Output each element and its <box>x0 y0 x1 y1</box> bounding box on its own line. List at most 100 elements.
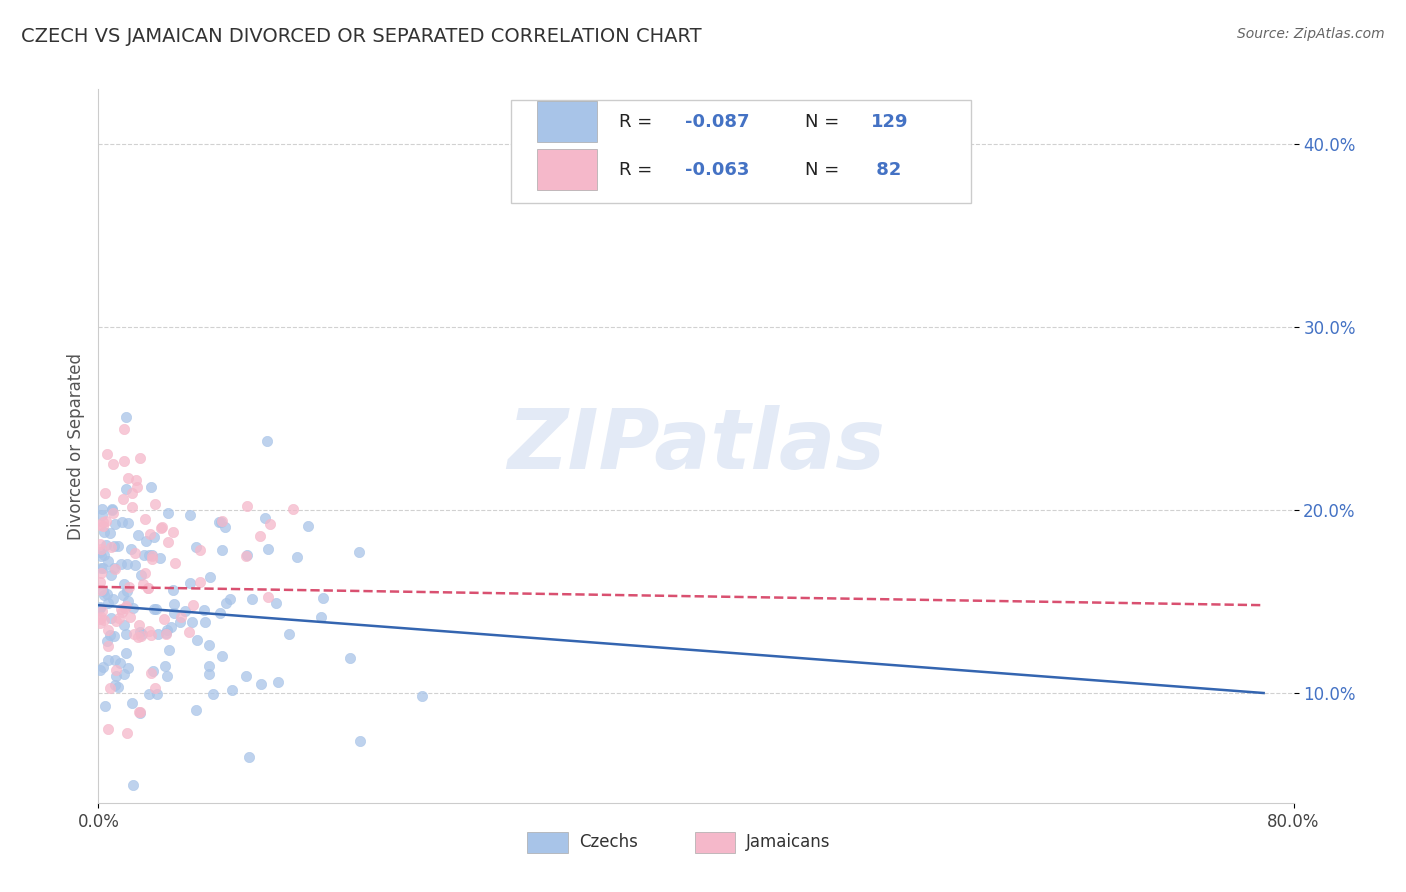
Text: R =: R = <box>620 161 658 179</box>
Point <box>193 602 215 616</box>
FancyBboxPatch shape <box>695 832 735 854</box>
Point <box>111 605 134 619</box>
Point <box>235 549 257 564</box>
Point <box>110 557 132 571</box>
Point <box>235 669 257 683</box>
Point <box>129 706 152 720</box>
Point <box>138 548 160 562</box>
Point <box>163 598 186 612</box>
Point <box>103 592 125 607</box>
Point <box>107 680 129 694</box>
Text: Jamaicans: Jamaicans <box>747 833 831 851</box>
Point <box>104 562 127 576</box>
Point <box>138 581 160 595</box>
Point <box>349 734 371 748</box>
Point <box>267 675 290 690</box>
Point <box>91 583 114 598</box>
Point <box>94 538 117 552</box>
Point <box>104 516 127 531</box>
Point <box>115 627 138 641</box>
Point <box>93 589 115 603</box>
Y-axis label: Divorced or Separated: Divorced or Separated <box>66 352 84 540</box>
Point <box>155 659 177 673</box>
Point <box>121 486 143 500</box>
FancyBboxPatch shape <box>510 100 972 203</box>
Point <box>98 526 121 541</box>
Point <box>155 626 177 640</box>
Point <box>173 604 195 618</box>
Point <box>98 681 121 695</box>
Point <box>112 422 135 436</box>
Point <box>169 615 191 630</box>
Point <box>115 557 138 571</box>
Point <box>143 602 166 616</box>
Point <box>266 595 288 609</box>
Point <box>117 594 139 608</box>
Point <box>181 598 204 612</box>
Point <box>214 519 236 533</box>
Point <box>115 725 138 739</box>
Point <box>285 550 308 565</box>
Point <box>141 480 163 494</box>
Point <box>197 666 219 681</box>
Point <box>89 663 111 677</box>
Point <box>163 607 186 621</box>
FancyBboxPatch shape <box>527 832 568 854</box>
Point <box>150 520 173 534</box>
Point <box>156 624 179 638</box>
Point <box>136 582 159 596</box>
Point <box>211 649 233 664</box>
Point <box>129 629 152 643</box>
Point <box>208 606 231 620</box>
Point <box>117 580 139 594</box>
Point <box>132 577 155 591</box>
Point <box>208 515 231 529</box>
Point <box>112 454 135 468</box>
Point <box>120 610 142 624</box>
Point <box>240 591 263 606</box>
Point <box>127 527 149 541</box>
Point <box>155 627 177 641</box>
Point <box>131 627 153 641</box>
Point <box>97 652 120 666</box>
Point <box>121 500 143 515</box>
Point <box>105 614 128 628</box>
Point <box>138 687 160 701</box>
Point <box>129 705 152 719</box>
Point <box>281 502 304 516</box>
Point <box>121 696 143 710</box>
FancyBboxPatch shape <box>537 101 596 142</box>
Point <box>93 524 115 539</box>
Point <box>219 592 242 607</box>
Point <box>93 660 115 674</box>
Point <box>157 534 180 549</box>
Point <box>125 473 148 487</box>
Point <box>157 506 180 520</box>
Point <box>254 511 277 525</box>
Point <box>186 633 208 648</box>
Point <box>127 630 149 644</box>
Point <box>93 548 115 562</box>
Text: 82: 82 <box>870 161 901 179</box>
Point <box>117 471 139 485</box>
Point <box>146 627 169 641</box>
Point <box>101 502 124 516</box>
Point <box>89 575 111 590</box>
Point <box>221 682 243 697</box>
Point <box>202 687 225 701</box>
Point <box>103 539 125 553</box>
Point <box>107 539 129 553</box>
Point <box>97 596 120 610</box>
Point <box>122 777 145 791</box>
Point <box>98 628 121 642</box>
Point <box>90 566 112 580</box>
Point <box>145 602 167 616</box>
Point <box>103 457 125 471</box>
Point <box>90 508 112 522</box>
Point <box>94 485 117 500</box>
Point <box>149 551 172 566</box>
Point <box>89 612 111 626</box>
Point <box>139 628 162 642</box>
Point <box>91 515 114 529</box>
Point <box>114 601 136 615</box>
